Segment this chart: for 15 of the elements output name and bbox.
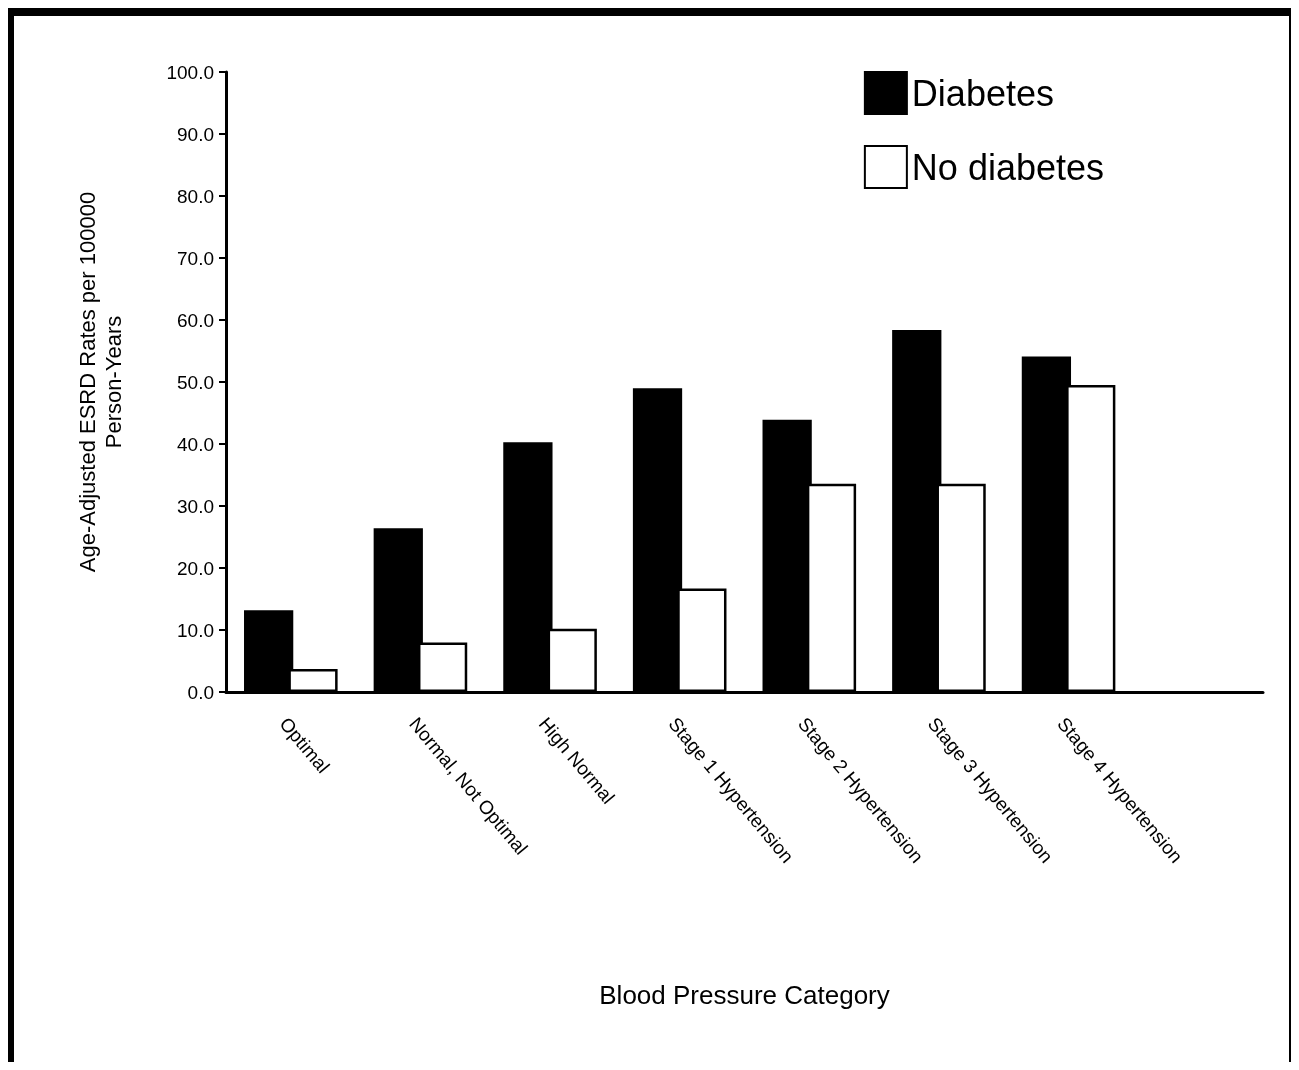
y-tick-label: 60.0 [177, 309, 214, 331]
y-tick-label: 100.0 [166, 61, 214, 83]
x-axis-title: Blood Pressure Category [599, 980, 890, 1010]
y-axis-title: Age-Adjusted ESRD Rates per 100000 Person-Years [74, 191, 126, 573]
y-tick-label: 80.0 [177, 185, 214, 207]
y-tick-label: 50.0 [177, 371, 214, 393]
y-tick-label: 0.0 [187, 681, 214, 703]
y-tick-label: 90.0 [177, 123, 214, 145]
y-tick-label: 10.0 [177, 619, 214, 641]
legend-label: Diabetes [911, 72, 1054, 114]
y-tick-label: 30.0 [177, 495, 214, 517]
y-tick-label: 20.0 [177, 557, 214, 579]
y-tick-label: 70.0 [177, 247, 214, 269]
legend-label: No diabetes [911, 146, 1105, 188]
y-tick-label: 40.0 [177, 433, 214, 455]
